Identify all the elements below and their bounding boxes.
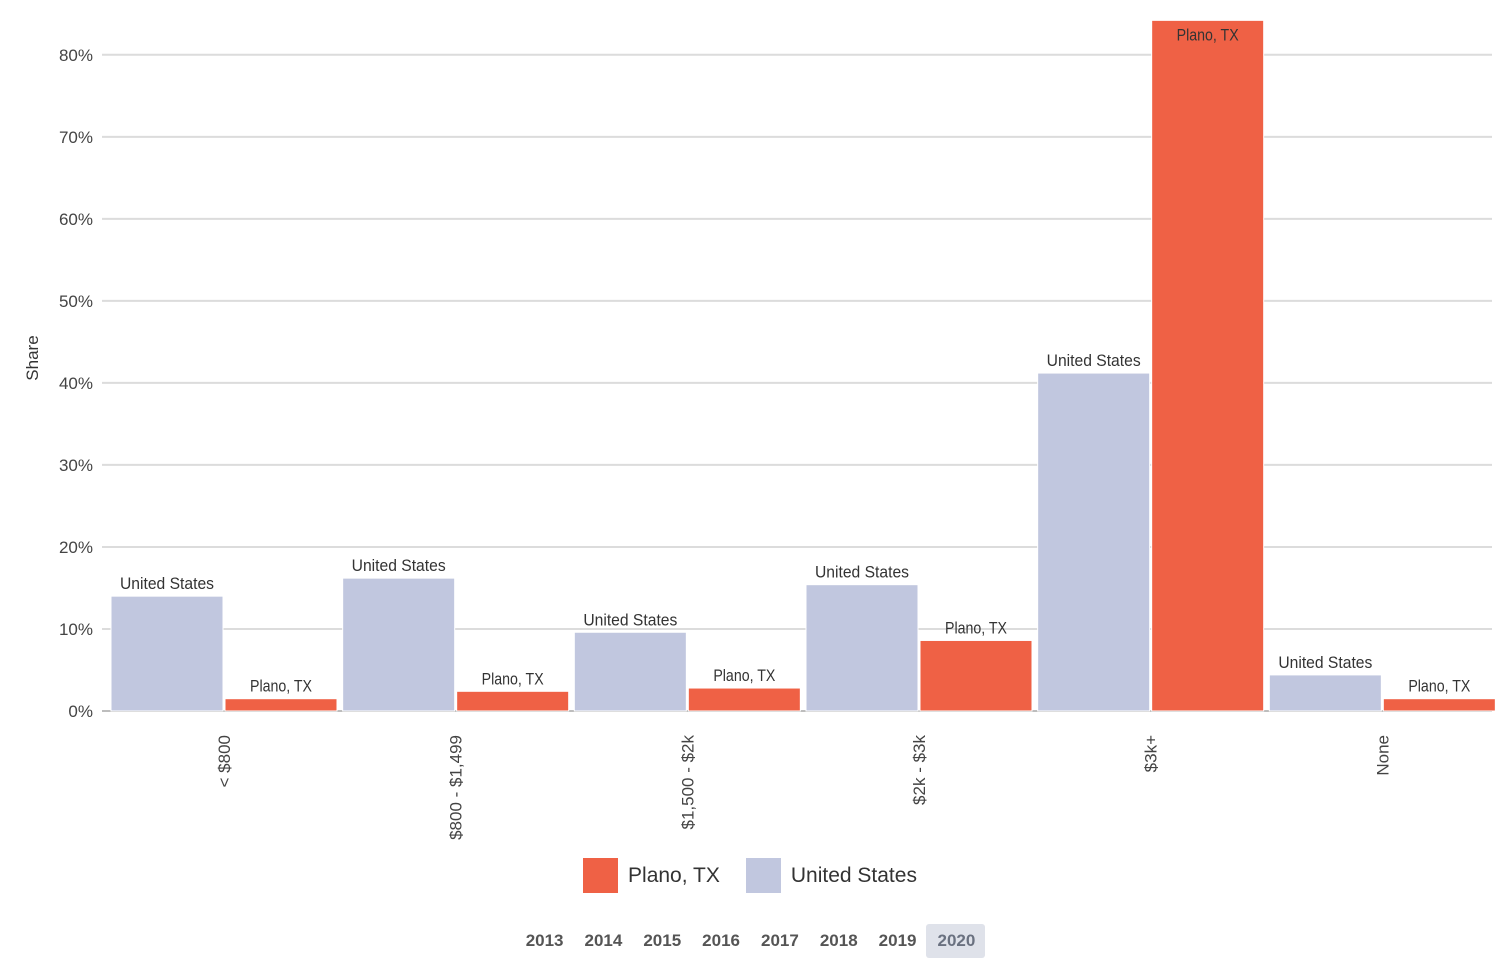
data-label-united-states: United States bbox=[120, 574, 214, 593]
data-label-plano-tx: Plano, TX bbox=[482, 669, 544, 688]
year-2020[interactable]: 2020 bbox=[926, 924, 986, 958]
y-axis-label: Share bbox=[23, 335, 42, 380]
bar-plano-tx[interactable] bbox=[919, 639, 1033, 712]
x-axis-ticks: < $800 $800 - $1,499 $1,500 - $2k $2k - $3k… bbox=[215, 735, 1392, 840]
y-tick-label: 40% bbox=[59, 374, 93, 393]
bar-chart: 0% 10% 20% 30% 40% 50% 60% 70% 80% Share United … bbox=[23, 19, 1496, 840]
x-tick-label: $2k - $3k bbox=[910, 735, 929, 805]
year-selector: 2013 2014 2015 2016 2017 2018 2019 2020 bbox=[0, 924, 1500, 958]
data-label-plano-tx: Plano, TX bbox=[713, 666, 775, 685]
year-2017[interactable]: 2017 bbox=[761, 931, 799, 950]
year-2013[interactable]: 2013 bbox=[525, 931, 564, 950]
data-label-plano-tx: Plano, TX bbox=[945, 618, 1007, 637]
bar-united-states[interactable] bbox=[342, 577, 456, 712]
y-tick-label: 10% bbox=[59, 620, 93, 639]
legend-item-plano[interactable]: Plano, TX bbox=[583, 858, 720, 893]
bar-plano-tx[interactable] bbox=[224, 698, 338, 712]
bar-plano-tx[interactable] bbox=[456, 690, 570, 712]
data-label-united-states: United States bbox=[352, 556, 446, 575]
y-tick-label: 50% bbox=[59, 292, 93, 311]
y-tick-label: 70% bbox=[59, 128, 93, 147]
year-2015[interactable]: 2015 bbox=[643, 931, 682, 950]
bars bbox=[110, 19, 1496, 712]
y-tick-label: 60% bbox=[59, 210, 93, 229]
bar-labels: United States Plano, TX United States Plano… bbox=[120, 25, 1470, 695]
x-tick-label: $3k+ bbox=[1142, 735, 1161, 772]
x-tick-label: < $800 bbox=[215, 735, 234, 787]
data-label-plano-tx: Plano, TX bbox=[1177, 25, 1239, 44]
x-tick-label: None bbox=[1373, 735, 1392, 776]
bar-united-states[interactable] bbox=[1037, 372, 1151, 712]
year-2014[interactable]: 2014 bbox=[584, 931, 623, 950]
y-axis-ticks: 0% 10% 20% 30% 40% 50% 60% 70% 80% bbox=[59, 46, 93, 721]
bar-plano-tx[interactable] bbox=[1151, 19, 1265, 712]
bar-plano-tx[interactable] bbox=[1382, 698, 1496, 712]
legend-item-united-states[interactable]: United States bbox=[745, 858, 917, 893]
year-2019[interactable]: 2019 bbox=[878, 931, 917, 950]
data-label-united-states: United States bbox=[583, 610, 677, 629]
data-label-united-states: United States bbox=[1047, 351, 1141, 370]
bar-united-states[interactable] bbox=[805, 584, 919, 712]
data-label-united-states: United States bbox=[815, 563, 909, 582]
x-tick-label: $800 - $1,499 bbox=[447, 735, 466, 840]
legend-swatch-plano bbox=[583, 858, 619, 893]
y-tick-label: 0% bbox=[68, 702, 93, 721]
legend-swatch-united-states bbox=[745, 858, 781, 893]
legend-label-united-states: United States bbox=[790, 863, 917, 887]
bar-united-states[interactable] bbox=[110, 595, 224, 712]
legend: Plano, TX United States bbox=[0, 858, 1500, 893]
bar-plano-tx[interactable] bbox=[687, 687, 801, 712]
y-tick-label: 80% bbox=[59, 46, 93, 65]
data-label-plano-tx: Plano, TX bbox=[1408, 677, 1470, 696]
gridlines bbox=[102, 53, 1492, 712]
bar-united-states[interactable] bbox=[573, 631, 687, 712]
y-tick-label: 20% bbox=[59, 538, 93, 557]
x-tick-label: $1,500 - $2k bbox=[678, 735, 697, 830]
bar-united-states[interactable] bbox=[1268, 674, 1382, 712]
year-2018[interactable]: 2018 bbox=[819, 931, 858, 950]
year-2016[interactable]: 2016 bbox=[702, 931, 740, 950]
data-label-plano-tx: Plano, TX bbox=[250, 677, 312, 696]
data-label-united-states: United States bbox=[1278, 653, 1372, 672]
legend-label-plano: Plano, TX bbox=[628, 863, 720, 887]
y-tick-label: 30% bbox=[59, 456, 93, 475]
